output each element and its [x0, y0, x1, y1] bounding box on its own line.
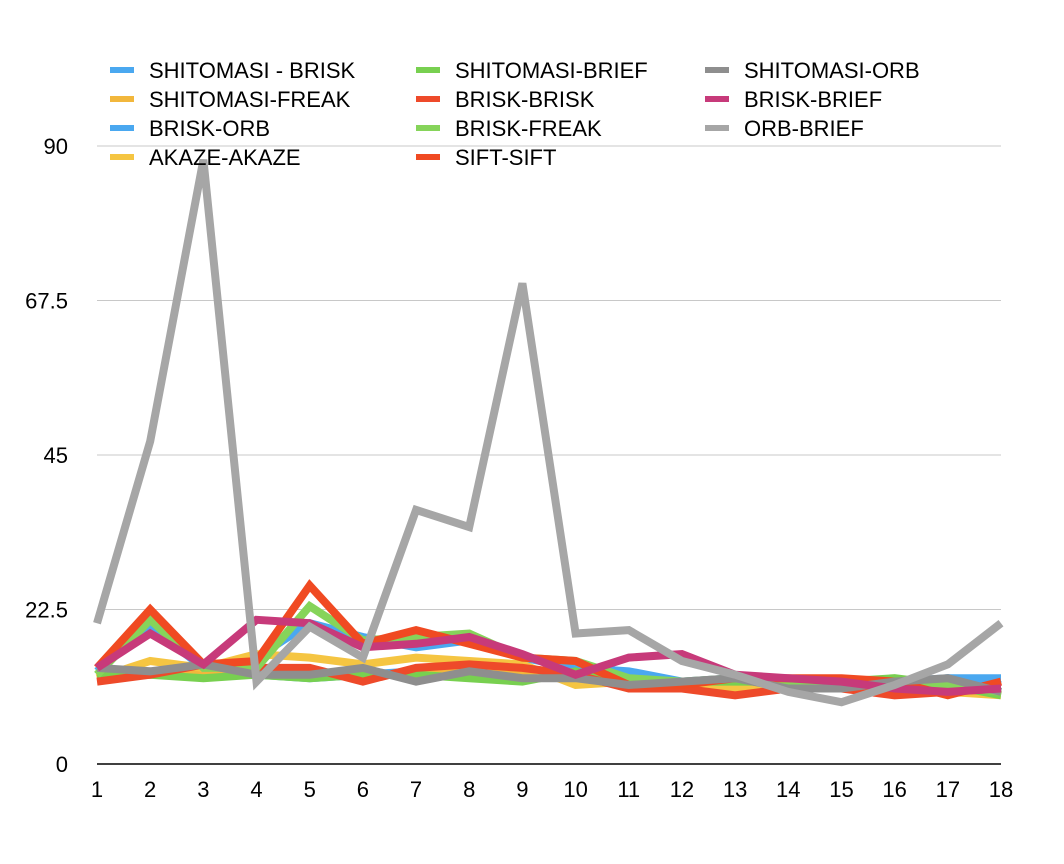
series-line: [93, 158, 1004, 707]
legend-label: SHITOMASI-FREAK: [149, 87, 351, 112]
y-tick-label: 67.5: [25, 289, 68, 314]
x-tick-label: 4: [250, 777, 262, 802]
x-tick-label: 10: [563, 777, 587, 802]
x-tick-label: 15: [829, 777, 853, 802]
legend-label: SHITOMASI - BRISK: [149, 58, 356, 83]
x-tick-label: 7: [410, 777, 422, 802]
legend-label: SHITOMASI-ORB: [744, 58, 920, 83]
series-line: [96, 660, 1002, 696]
x-tick-label: 17: [936, 777, 960, 802]
x-tick-label: 11: [617, 777, 640, 802]
x-tick-label: 18: [989, 777, 1013, 802]
x-tick-label: 3: [197, 777, 209, 802]
x-tick-label: 16: [882, 777, 906, 802]
legend-label: AKAZE-AKAZE: [149, 145, 301, 170]
series-lines: [93, 158, 1004, 707]
x-tick-label: 2: [144, 777, 156, 802]
legend-label: BRISK-BRISK: [455, 87, 595, 112]
legend-label: SHITOMASI-BRIEF: [455, 58, 648, 83]
y-axis-ticks: 0 22.5 45 67.5 90: [25, 134, 68, 777]
x-tick-label: 5: [304, 777, 316, 802]
x-axis-ticks: 1 2 3 4 5 6 7 8 9 10 11 12 13 14 15 16 17 18: [91, 777, 1013, 802]
x-tick-label: 12: [670, 777, 694, 802]
legend-label: BRISK-ORB: [149, 116, 270, 141]
y-tick-label: 45: [44, 443, 68, 468]
x-tick-label: 8: [463, 777, 475, 802]
x-tick-label: 9: [516, 777, 528, 802]
y-tick-label: 0: [56, 752, 68, 777]
legend-label: SIFT-SIFT: [455, 145, 556, 170]
x-tick-label: 13: [723, 777, 747, 802]
y-tick-label: 22.5: [25, 598, 68, 623]
legend-label: BRISK-BRIEF: [744, 87, 882, 112]
x-tick-label: 6: [357, 777, 369, 802]
legend-label: ORB-BRIEF: [744, 116, 864, 141]
legend-label: BRISK-FREAK: [455, 116, 602, 141]
x-tick-label: 14: [776, 777, 800, 802]
y-tick-label: 90: [44, 134, 68, 159]
x-tick-label: 1: [91, 777, 103, 802]
legend: SHITOMASI - BRISK SHITOMASI-FREAK BRISK-OR…: [110, 58, 920, 170]
